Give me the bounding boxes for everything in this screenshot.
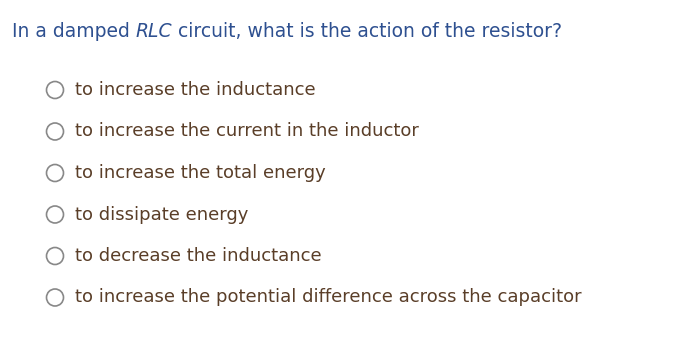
Text: In a damped: In a damped <box>12 22 136 41</box>
Text: to increase the current in the inductor: to increase the current in the inductor <box>75 122 419 140</box>
Text: to dissipate energy: to dissipate energy <box>75 206 248 224</box>
Text: RLC: RLC <box>136 22 172 41</box>
Text: to increase the potential difference across the capacitor: to increase the potential difference acr… <box>75 289 581 307</box>
Text: circuit, what is the action of the resistor?: circuit, what is the action of the resis… <box>172 22 563 41</box>
Text: to increase the total energy: to increase the total energy <box>75 164 326 182</box>
Text: to increase the inductance: to increase the inductance <box>75 81 316 99</box>
Text: to decrease the inductance: to decrease the inductance <box>75 247 322 265</box>
